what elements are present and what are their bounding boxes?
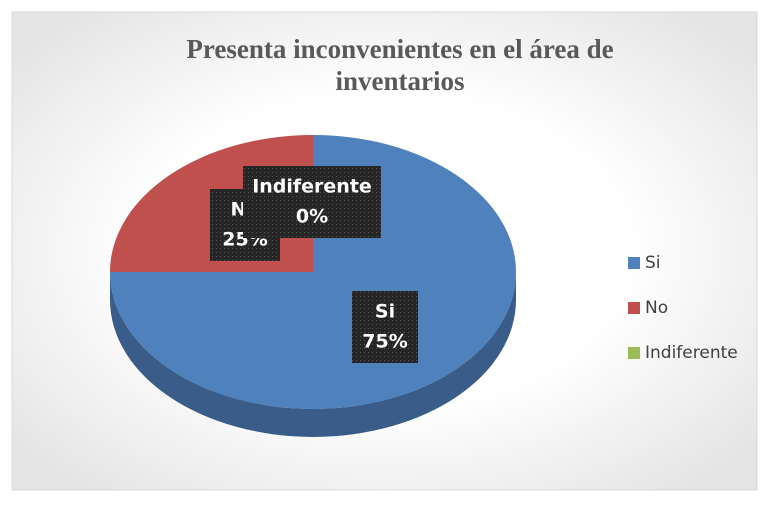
data-label-box — [243, 166, 381, 238]
data-label-name: Si — [375, 301, 395, 323]
legend-label: Indiferente — [645, 343, 738, 363]
legend-label: No — [645, 298, 668, 318]
legend-swatch — [628, 302, 640, 314]
chart-title: Presenta inconvenientes en el área de inv… — [186, 34, 613, 96]
data-label-value: 0% — [296, 206, 328, 228]
data-label: Indiferente 0% — [243, 166, 381, 238]
legend-swatch — [628, 257, 640, 269]
legend-swatch — [628, 347, 640, 359]
slice-side — [110, 272, 516, 437]
data-label-name: Indiferente — [252, 176, 372, 198]
data-label: Si 75% — [352, 291, 418, 363]
data-label-value: 75% — [362, 331, 407, 353]
data-label-box — [352, 291, 418, 363]
legend-label: Si — [645, 253, 661, 273]
